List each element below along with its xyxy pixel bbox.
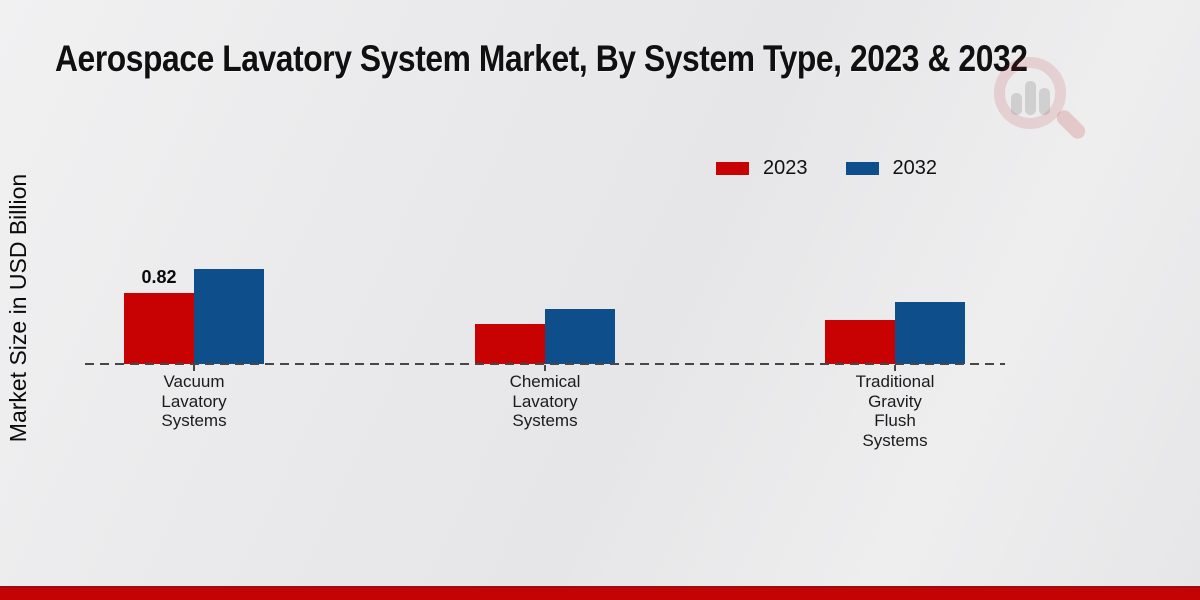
legend-item-2032: 2032 (845, 157, 938, 180)
x-axis-tick (894, 365, 896, 371)
legend: 2023 2032 (716, 157, 937, 180)
category-label: Vacuum Lavatory Systems (161, 372, 227, 430)
chart-title-text: Aerospace Lavatory System Market, By Sys… (55, 38, 1028, 79)
category-label: Chemical Lavatory Systems (509, 372, 581, 430)
bar-2032-vacuum (194, 269, 264, 364)
logo-bar-icon (1039, 88, 1050, 115)
zero-baseline (85, 363, 1005, 365)
x-axis-tick (193, 365, 195, 371)
logo-bar-icon (1011, 93, 1022, 115)
bar-2032-traditional (895, 302, 965, 364)
category-label: Traditional Gravity Flush Systems (855, 372, 935, 450)
footer-stripe (0, 586, 1200, 600)
legend-swatch-2032 (845, 162, 879, 175)
logo-bar-icon (1025, 81, 1036, 115)
watermark-logo (988, 55, 1098, 155)
legend-label-2032: 2032 (892, 157, 938, 179)
bar-2023-traditional (825, 320, 895, 364)
chart-title: Aerospace Lavatory System Market, By Sys… (55, 38, 1186, 80)
legend-item-2023: 2023 (716, 157, 808, 180)
x-axis-tick (544, 365, 546, 371)
bar-2023-vacuum (124, 293, 194, 364)
legend-swatch-2023 (716, 162, 749, 175)
bar-2023-chemical (475, 324, 545, 364)
legend-label-2023: 2023 (763, 157, 808, 179)
bar-value-label: 0.82 (141, 267, 177, 287)
bar-2032-chemical (545, 309, 615, 364)
magnifier-ring-icon (994, 57, 1066, 129)
